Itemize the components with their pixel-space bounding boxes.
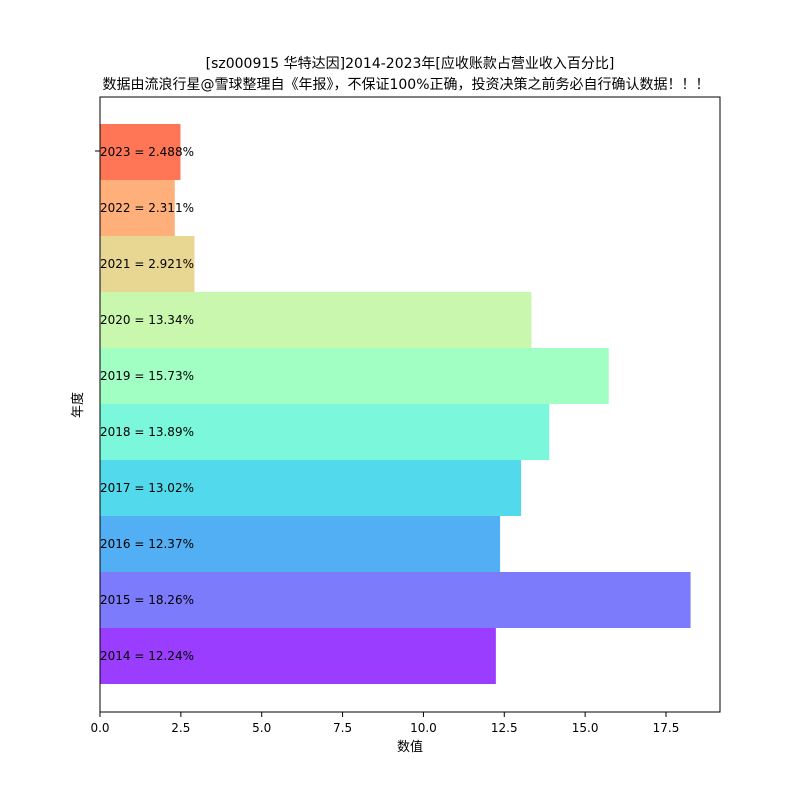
bar-2023 xyxy=(100,124,181,180)
y-axis-label: 年度 xyxy=(70,392,86,418)
x-tick-label: 12.5 xyxy=(491,721,518,735)
x-tick-label: 17.5 xyxy=(653,721,680,735)
bar-label-2015: 2015 = 18.26% xyxy=(100,593,194,607)
bar-2017 xyxy=(100,460,522,516)
x-tick-label: 5.0 xyxy=(252,721,271,735)
bar-2018 xyxy=(100,404,550,460)
x-tick-label: 15.0 xyxy=(572,721,599,735)
bar-2021 xyxy=(100,236,195,292)
bar-label-2021: 2021 = 2.921% xyxy=(100,257,194,271)
bar-2015 xyxy=(100,572,691,628)
bar-2019 xyxy=(100,348,609,404)
bar-label-2016: 2016 = 12.37% xyxy=(100,537,194,551)
bar-label-2020: 2020 = 13.34% xyxy=(100,313,194,327)
bar-2020 xyxy=(100,292,532,348)
bar-label-2023: 2023 = 2.488% xyxy=(100,145,194,159)
chart-title: [sz000915 华特达因]2014-2023年[应收账款占营业收入百分比] xyxy=(206,55,615,72)
chart-subtitle: 数据由流浪行星@雪球整理自《年报》，不保证100%正确，投资决策之前务必自行确认… xyxy=(102,76,709,93)
x-tick-label: 7.5 xyxy=(333,721,352,735)
x-tick-label: 2.5 xyxy=(171,721,190,735)
x-tick-label: 0.0 xyxy=(90,721,109,735)
x-axis-label: 数值 xyxy=(397,739,423,755)
bar-labels-group: 2014 = 12.24% 2015 = 18.26% 2016 = 12.37% 2… xyxy=(100,145,194,663)
bar-label-2017: 2017 = 13.02% xyxy=(100,481,194,495)
bar-2014 xyxy=(100,628,496,684)
bar-2022 xyxy=(100,180,175,236)
bar-label-2019: 2019 = 15.73% xyxy=(100,369,194,383)
bar-label-2018: 2018 = 13.89% xyxy=(100,425,194,439)
x-axis: 0.0 2.5 5.0 7.5 10.0 12.5 15.0 17.5 xyxy=(90,712,679,735)
bar-2016 xyxy=(100,516,501,572)
bar-label-2022: 2022 = 2.311% xyxy=(100,201,194,215)
plot-frame xyxy=(99,96,721,713)
bars-group xyxy=(100,124,691,684)
bar-label-2014: 2014 = 12.24% xyxy=(100,649,194,663)
x-tick-label: 10.0 xyxy=(410,721,437,735)
